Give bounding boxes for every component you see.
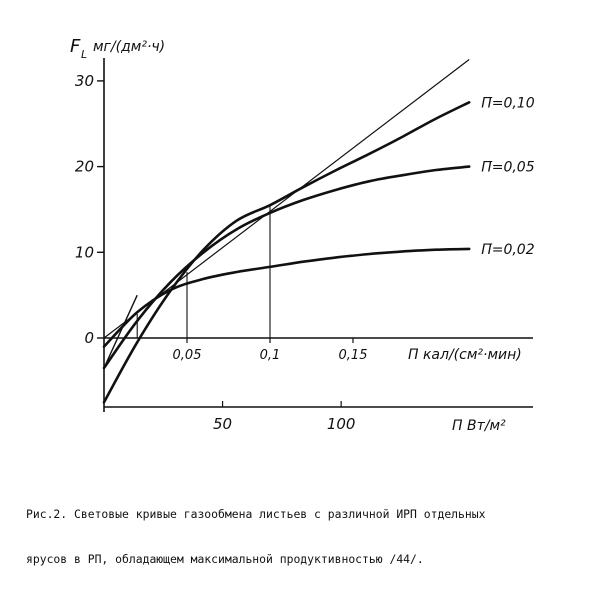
x2-tick-label-0: 50 (213, 415, 232, 433)
x2-ticks-group: 50 100 (213, 401, 355, 433)
series-label-2: Π̄=0,02 (481, 242, 535, 258)
x-tick-label-0: 0,05 (173, 348, 202, 363)
y-tick-label-3: 30 (75, 72, 94, 90)
y-tick-label-1: 10 (75, 243, 94, 261)
series-line-1 (102, 165, 471, 370)
x2-axis-title: П Вт/м² (452, 418, 506, 434)
series-line-2 (102, 247, 471, 348)
series-label-0: Π̄=0,10 (481, 95, 535, 111)
y-tick-label-2: 20 (75, 158, 94, 176)
x-ticks-group: 0,05 0,1 0,15 (173, 338, 368, 363)
x-tick-label-1: 0,1 (260, 348, 281, 363)
x2-tick-label-1: 100 (327, 415, 356, 433)
figure-caption: Рис.2. Световые кривые газообмена листье… (26, 477, 596, 582)
series-lines-group (102, 58, 471, 404)
caption-line-1: Рис.2. Световые кривые газообмена листье… (26, 507, 486, 521)
y-ticks-group: 0 10 20 30 (75, 72, 104, 347)
drop-lines-group (136, 205, 271, 338)
series-labels-group: Π̄=0,10 Π̄=0,05 Π̄=0,02 (481, 95, 535, 258)
x-axis-title: П кал/(см²·мин) (408, 347, 522, 363)
y-axis-title-symbol: F (70, 36, 81, 57)
series-label-1: Π̄=0,05 (481, 160, 535, 176)
y-axis-title-unit: мг/(дм²·ч) (93, 39, 165, 55)
y-tick-label-0: 0 (84, 329, 94, 347)
series-line-0 (102, 101, 471, 404)
x-tick-label-2: 0,15 (339, 348, 368, 363)
light-curves-chart: 0 10 20 30 0,05 0,1 0,15 50 100 Π̄=0,10 Π̄=0,05… (70, 36, 535, 434)
lower-line (103, 294, 138, 369)
axes-group (103, 58, 533, 412)
y-axis-title-subscript: L (81, 48, 87, 61)
caption-line-2: ярусов в РП, обладающем максимальной про… (26, 552, 424, 566)
